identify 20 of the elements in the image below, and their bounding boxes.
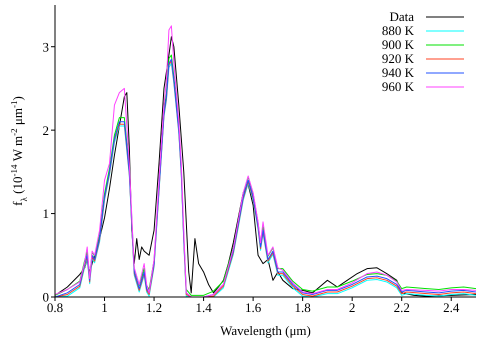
x-tick-label: 2 — [348, 300, 356, 316]
y-tick-label: 3 — [42, 39, 49, 54]
x-tick-label: 0.8 — [46, 300, 64, 316]
x-tick-label: 2.4 — [443, 300, 460, 316]
legend-label: 880 K — [382, 23, 414, 38]
y-tick-label: 2 — [42, 122, 49, 138]
x-tick-label: 1 — [101, 300, 108, 316]
legend-label: 960 K — [382, 79, 414, 94]
x-tick-label: 2.2 — [394, 300, 410, 316]
legend-label: 940 K — [382, 65, 414, 80]
legend-label: Data — [389, 9, 414, 24]
legend-label: 900 K — [382, 37, 414, 52]
x-tick-label: 1.6 — [244, 300, 262, 316]
x-axis-title: Wavelength (μm) — [220, 323, 311, 338]
y-tick-label: 0 — [42, 290, 49, 305]
x-tick-label: 1.4 — [195, 300, 212, 316]
x-tick-label: 1.2 — [146, 300, 162, 316]
x-tick-label: 1.8 — [294, 300, 311, 316]
y-tick-label: 1 — [42, 206, 49, 222]
legend-label: 920 K — [382, 51, 414, 66]
